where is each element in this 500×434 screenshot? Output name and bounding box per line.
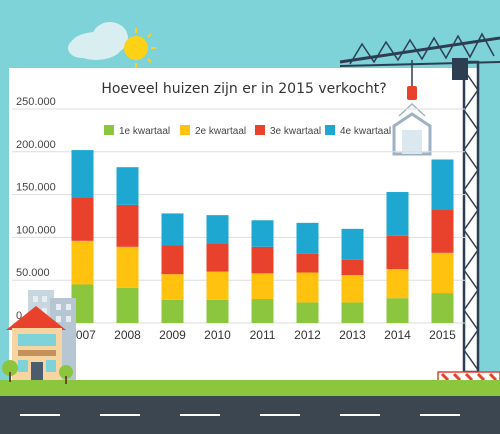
x-tick-label: 2011 [250,328,276,342]
bar-segment [206,243,229,272]
bar-segment [251,273,274,300]
legend-label: 2e kwartaal [195,126,246,137]
chart-title: Hoeveel huizen zijn er in 2015 verkocht? [101,81,386,97]
bar-segment [431,293,454,323]
houses-illustration [2,290,76,384]
bar-segment [251,220,274,247]
x-tick-label: 2013 [339,328,366,342]
bars [71,150,454,323]
bar-segment [296,253,319,273]
bar-segment [341,228,364,260]
bar-segment [116,246,139,288]
bar-segment [71,150,94,198]
bar-segment [71,240,94,285]
bar-segment [206,215,229,244]
y-axis: 0 50.000 100.000 150.000 200.000 250.000 [16,96,56,322]
x-tick-label: 2009 [159,328,186,342]
legend-swatch [180,125,190,135]
bar-segment [386,269,409,299]
bar-segment [386,298,409,323]
x-tick-label: 2014 [384,328,411,342]
bar-segment [296,302,319,323]
bar-segment [71,284,94,323]
legend-swatch [325,125,335,135]
y-tick-label: 50.000 [16,267,50,279]
crane-illustration [339,32,500,383]
y-tick-label: 250.000 [16,96,56,108]
bar-segment [296,272,319,303]
road [0,396,500,434]
x-tick-label: 2008 [114,328,141,342]
bar-segment [116,287,139,323]
bar-segment [431,159,454,210]
legend-label: 3e kwartaal [270,126,321,137]
bar-segment [341,302,364,323]
bar-segment [161,274,184,300]
grass [0,380,500,396]
bar-segment [206,299,229,323]
bar-segment [341,275,364,303]
legend-swatch [255,125,265,135]
bar-segment [251,299,274,323]
y-tick-label: 100.000 [16,224,56,236]
x-tick-label: 2012 [294,328,321,342]
legend-label: 1e kwartaal [119,126,170,137]
legend-label: 4e kwartaal [340,126,391,137]
legend-swatch [104,125,114,135]
bar-segment [431,209,454,253]
bar-segment [341,259,364,276]
x-axis: 2007 2008 2009 2010 2011 2012 2013 2014 2015 [69,328,456,342]
bar-segment [116,167,139,205]
bar-segment [251,246,274,274]
bar-segment [161,213,184,246]
bar-segment [161,299,184,323]
bar-segment [206,271,229,300]
sun-icon [124,28,156,68]
bar-segment [161,245,184,275]
bar-segment [386,192,409,236]
x-tick-label: 2010 [204,328,231,342]
legend: 1e kwartaal 2e kwartaal 3e kwartaal 4e kwar… [104,125,391,137]
y-tick-label: 0 [16,310,22,322]
bar-segment [386,235,409,270]
y-tick-label: 200.000 [16,139,56,151]
bar-segment [116,204,139,247]
cloud-icon [68,22,128,60]
bar-segment [71,197,94,241]
bar-segment [431,252,454,294]
y-tick-label: 150.000 [16,182,56,194]
bar-segment [296,222,319,254]
x-tick-label: 2015 [429,328,456,342]
